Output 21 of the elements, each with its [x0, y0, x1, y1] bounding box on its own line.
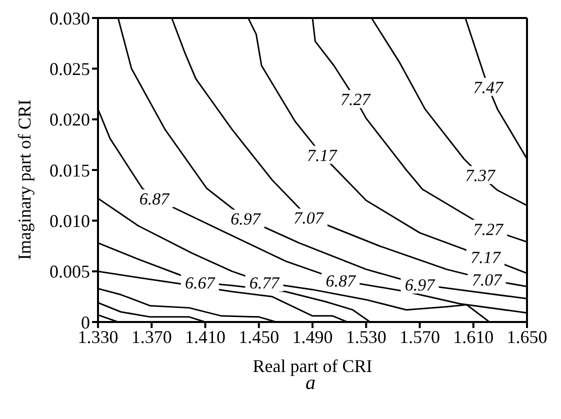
y-tick-label: 0.010 — [50, 211, 90, 232]
y-tick-label: 0.030 — [50, 8, 90, 28]
x-tick-label: 1.650 — [506, 326, 548, 347]
annotation: 7.37 — [465, 166, 496, 186]
y-tick-label: 0 — [81, 312, 90, 332]
x-tick-label: 1.490 — [292, 326, 333, 347]
y-tick-label: 0.020 — [50, 110, 90, 130]
y-tick-label: 0.015 — [50, 160, 90, 180]
x-tick-label: 1.450 — [238, 326, 280, 347]
annotation: 7.07 — [294, 208, 325, 228]
annotation: 7.17 — [307, 146, 338, 165]
x-tick-label: 1.570 — [400, 326, 440, 347]
y-axis-title: Imaginary part of CRI — [14, 100, 34, 260]
x-tick-label: 1.610 — [453, 326, 494, 347]
annotation: 7.47 — [473, 78, 504, 97]
x-tick-label: 1.370 — [131, 326, 172, 347]
y-tick-label: 0.025 — [50, 59, 90, 80]
x-tick-label: 1.410 — [185, 326, 226, 347]
y-tick-label: 0.005 — [50, 262, 90, 282]
x-tick-label: 1.530 — [346, 326, 386, 347]
annotation: 7.27 — [340, 90, 372, 110]
